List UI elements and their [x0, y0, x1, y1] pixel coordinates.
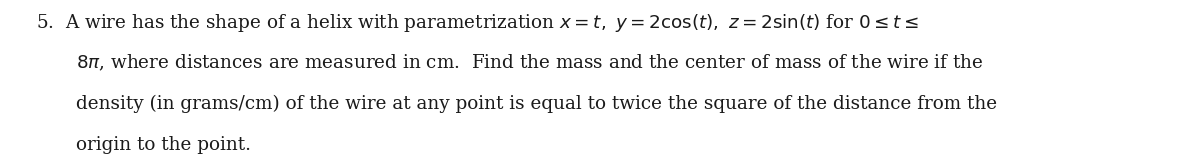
Text: 5.  A wire has the shape of a helix with parametrization $x = t,\ y = 2\cos(t),\: 5. A wire has the shape of a helix with …	[36, 12, 919, 34]
Text: origin to the point.: origin to the point.	[76, 136, 251, 154]
Text: $8\pi$, where distances are measured in cm.  Find the mass and the center of mas: $8\pi$, where distances are measured in …	[76, 53, 983, 73]
Text: density (in grams/cm) of the wire at any point is equal to twice the square of t: density (in grams/cm) of the wire at any…	[76, 95, 997, 113]
